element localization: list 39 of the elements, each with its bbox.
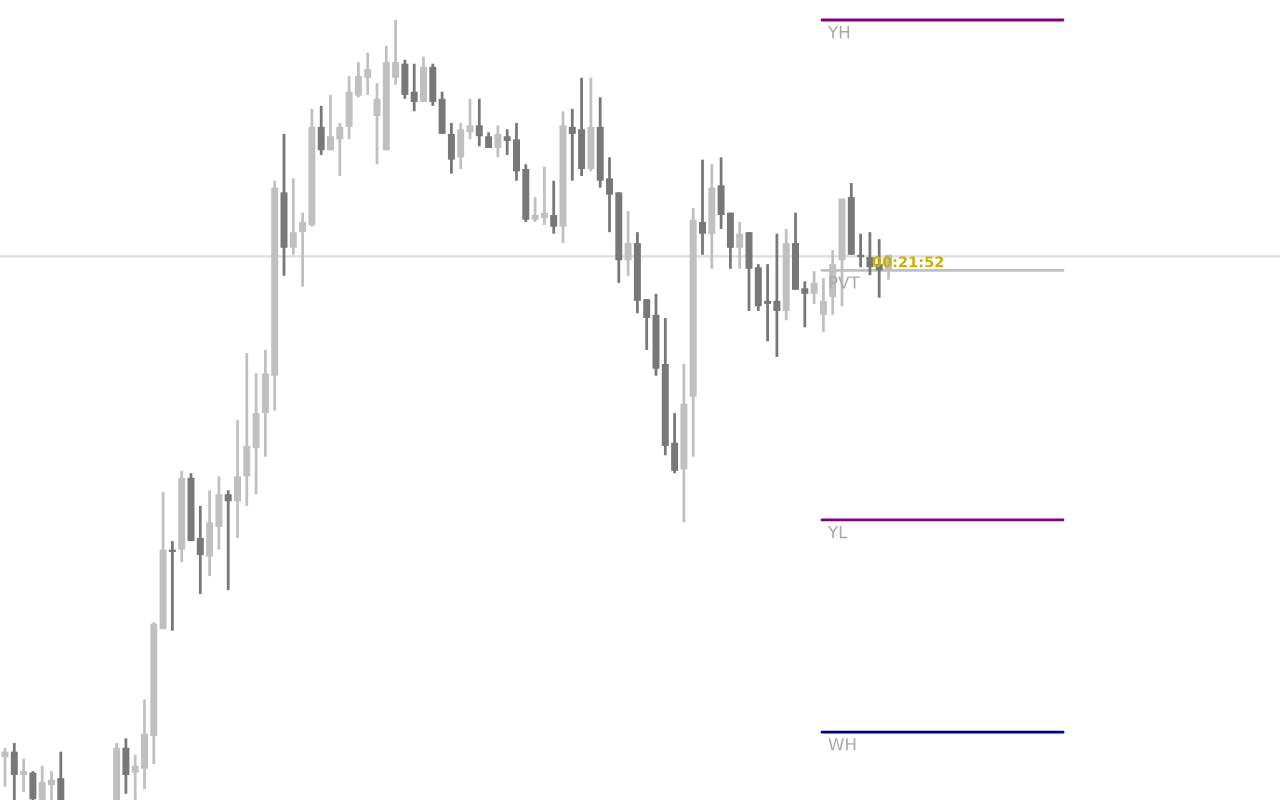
candlestick: [810, 269, 818, 306]
candlestick: [38, 764, 46, 800]
candlestick: [299, 211, 307, 289]
candlestick: [624, 209, 632, 278]
candlestick: [819, 276, 827, 334]
candlestick: [568, 107, 576, 183]
candlestick: [540, 165, 548, 227]
ref-line-label: YL: [827, 526, 848, 539]
candlestick: [699, 158, 706, 257]
candlestick: [57, 750, 65, 800]
candlestick: [764, 262, 772, 343]
candlestick: [10, 741, 18, 800]
candlestick: [364, 51, 372, 97]
candlestick: [131, 753, 139, 800]
candlestick: [354, 60, 362, 99]
candlestick: [475, 97, 483, 148]
ref-line-label: YH: [827, 26, 850, 39]
candlestick: [410, 62, 418, 113]
candlestick: [773, 232, 781, 359]
annotation: 00:21:52: [872, 256, 944, 268]
candlestick: [317, 104, 325, 157]
candlestick: [643, 297, 651, 352]
candlestick: [801, 279, 809, 329]
candlestick: [606, 155, 613, 234]
candlestick: [289, 176, 297, 257]
candlestick: [503, 127, 511, 157]
ref-line-label: WH: [828, 738, 856, 751]
candlestick: [392, 18, 400, 87]
candlestick: [224, 488, 232, 592]
candlestick: [550, 179, 558, 236]
candlestick: [336, 121, 344, 178]
candlestick: [196, 504, 204, 596]
candlestick: [531, 195, 539, 224]
candlestick: [20, 757, 28, 794]
candlestick: [494, 123, 502, 159]
candlestick: [866, 230, 874, 277]
candlestick: [327, 93, 334, 152]
candlestick: [736, 220, 744, 271]
candlestick: [48, 769, 55, 800]
